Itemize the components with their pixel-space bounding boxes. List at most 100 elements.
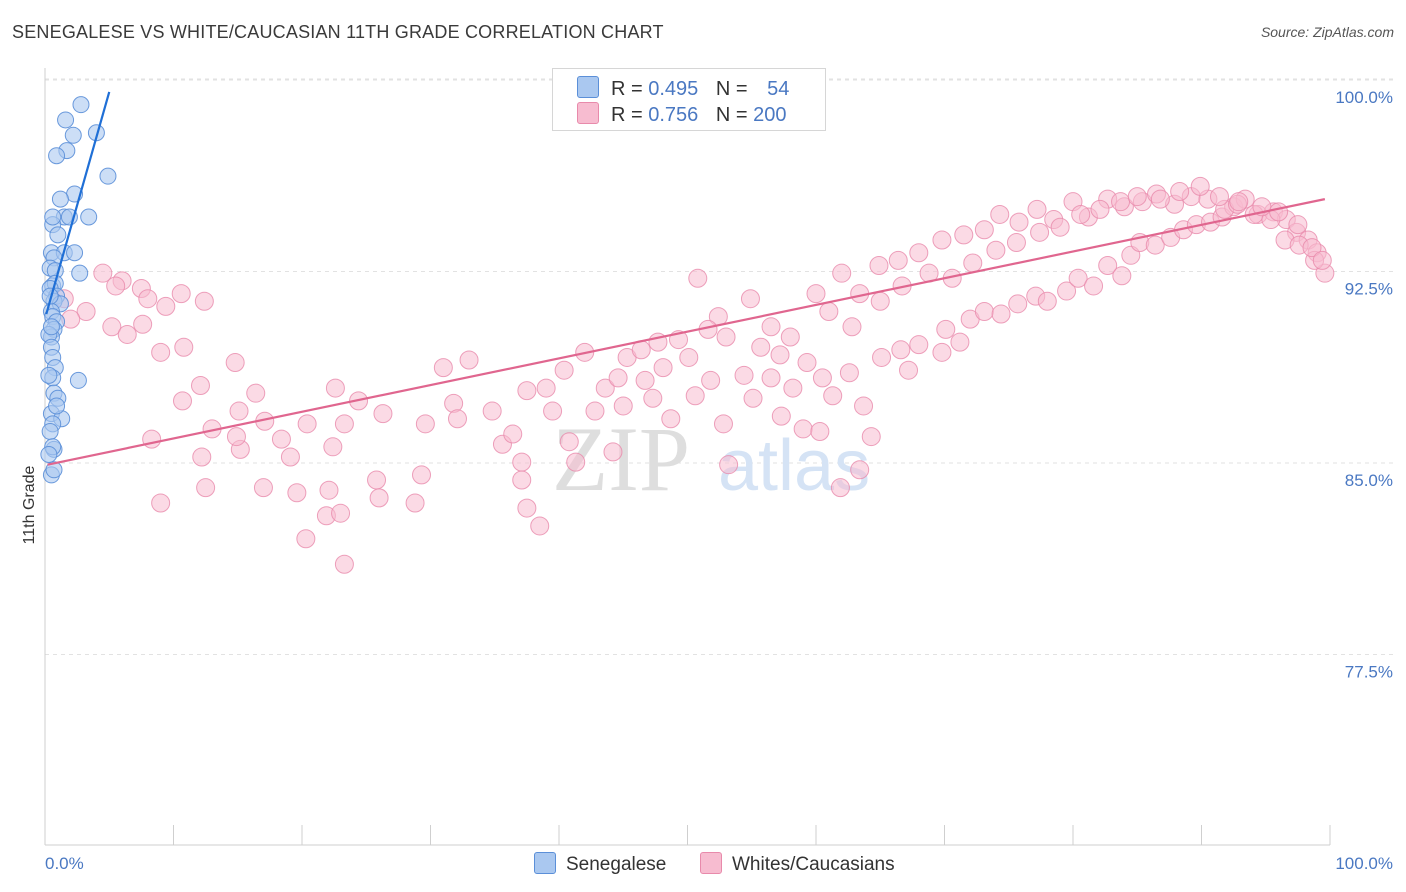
data-point-whites [771,406,791,426]
data-point-whites [459,350,479,370]
data-point-whites [174,337,194,357]
data-point-whites [812,368,832,388]
data-point-whites [1084,276,1104,296]
data-point-senegalese [71,264,89,282]
data-point-senegalese [51,190,69,208]
data-point-whites [1302,238,1322,258]
data-point-whites [530,516,550,536]
data-point-whites [156,296,176,316]
data-point-whites [517,498,537,518]
legend-item-senegalese[interactable]: Senegalese [534,852,666,876]
data-point-whites [635,370,655,390]
data-point-senegalese [49,226,67,244]
data-point-senegalese [45,461,63,479]
data-point-whites [296,529,316,549]
data-point-whites [701,370,721,390]
data-point-whites [608,368,628,388]
data-point-whites [793,419,813,439]
data-point-senegalese [42,318,60,336]
data-point-whites [854,396,874,416]
data-point-senegalese [40,366,58,384]
data-point-whites [810,421,830,441]
data-point-senegalese [48,147,66,165]
data-point-senegalese [69,371,87,389]
data-point-whites [839,363,859,383]
data-point-whites [1090,199,1110,219]
data-point-senegalese [40,445,58,463]
data-point-whites [566,452,586,472]
data-point-whites [1037,291,1057,311]
data-point-whites [990,204,1010,224]
data-point-whites [932,342,952,362]
legend-n-value: 200 [753,104,787,126]
x-tick-label: 100.0% [1335,854,1393,873]
data-point-whites [713,414,733,434]
data-point-whites [719,455,739,475]
data-point-whites [482,401,502,421]
data-point-whites [830,478,850,498]
data-point-whites [685,386,705,406]
grid-lines [45,78,1395,655]
data-point-whites [1127,187,1147,207]
data-point-whites [194,291,214,311]
data-point-whites [297,414,317,434]
data-point-whites [1190,176,1210,196]
data-point-whites [133,314,153,334]
data-point-whites [954,225,974,245]
data-point-senegalese [66,244,84,262]
data-point-whites [253,478,273,498]
data-point-whites [1112,266,1132,286]
data-point-whites [323,437,343,457]
data-point-whites [661,409,681,429]
legend-item-whites[interactable]: Whites/Caucasians [700,852,895,876]
data-point-whites [780,327,800,347]
y-axis-label: 11th Grade [21,465,38,544]
data-point-whites [585,401,605,421]
legend-swatch-whites [700,852,722,874]
data-point-whites [1050,217,1070,237]
data-point-senegalese [44,208,62,226]
data-point-whites [412,465,432,485]
data-point-whites [823,386,843,406]
data-point-whites [1269,202,1289,222]
data-point-whites [963,253,983,273]
data-point-whites [1098,256,1118,276]
data-point-whites [1009,212,1029,232]
legend-n-label: N = [715,78,748,100]
trend-line-senegalese [45,91,111,315]
data-point-whites [986,240,1006,260]
data-point-whites [872,347,892,367]
data-point-whites [932,230,952,250]
data-point-whites [1057,281,1077,301]
data-point-whites [688,268,708,288]
data-point-whites [512,470,532,490]
data-point-whites [909,243,929,263]
legend-swatch-whites [577,102,599,124]
data-point-whites [950,332,970,352]
data-point-whites [246,383,266,403]
data-point-whites [138,289,158,309]
legend-r-label: R = [611,104,643,126]
data-point-whites [225,353,245,373]
data-point-senegalese [80,208,98,226]
stats-legend: R = 0.495 N = 54 R = 0.756 N = 200 [552,68,826,131]
data-point-whites [891,340,911,360]
data-point-whites [869,256,889,276]
y-tick-label: 85.0% [1345,471,1393,490]
data-point-whites [1071,204,1091,224]
data-point-whites [280,447,300,467]
data-point-whites [991,304,1011,324]
data-point-whites [806,284,826,304]
data-point-whites [603,442,623,462]
data-point-whites [850,460,870,480]
data-point-whites [899,360,919,380]
data-point-whites [974,220,994,240]
data-point-whites [1145,235,1165,255]
y-tick-label: 77.5% [1345,663,1393,682]
trend-lines [45,91,1326,466]
data-point-whites [734,365,754,385]
legend-n-label: N = [715,104,748,126]
data-point-senegalese [57,111,75,129]
legend-n-value: 54 [767,78,790,100]
data-point-whites [229,401,249,421]
